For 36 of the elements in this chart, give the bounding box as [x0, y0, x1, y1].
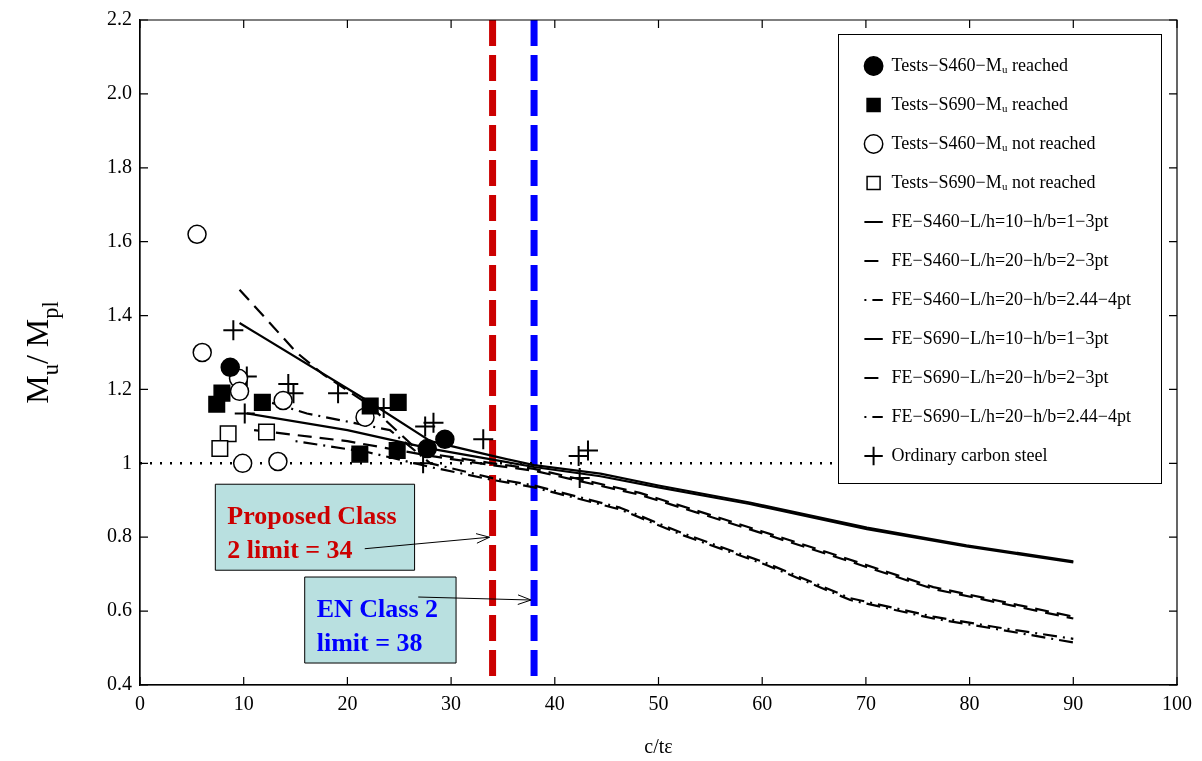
y-tick-label: 0.8	[107, 524, 132, 547]
y-tick-label: 2.0	[107, 81, 132, 104]
legend-label: FE−S460−L/h=20−h/b=2−3pt	[891, 249, 1109, 270]
x-tick-label: 10	[233, 692, 254, 715]
legend-label: FE−S460−L/h=20−h/b=2.44−4pt	[891, 288, 1132, 309]
x-tick-label: 30	[441, 692, 462, 715]
x-tick-label: 20	[337, 692, 358, 715]
y-tick-label: 0.6	[107, 598, 132, 621]
x-tick-label: 60	[752, 692, 773, 715]
y-axis-title: Mu/ Mpl	[19, 301, 63, 404]
y-tick-label: 1	[122, 450, 132, 473]
legend-label: Tests−S460−Mᵤ reached	[891, 54, 1068, 75]
legend-label: Tests−S690−Mᵤ not reached	[891, 171, 1096, 192]
x-tick-label: 50	[648, 692, 669, 715]
annotation: Proposed Class 2 limit = 34	[227, 501, 397, 565]
x-tick-label: 100	[1162, 692, 1192, 715]
x-tick-label: 70	[855, 692, 876, 715]
y-tick-label: 1.4	[107, 302, 132, 325]
legend-label: Ordinary carbon steel	[891, 444, 1048, 465]
x-axis-title: c/tε	[644, 735, 673, 757]
y-tick-label: 1.6	[107, 228, 132, 251]
legend-label: FE−S690−L/h=20−h/b=2.44−4pt	[891, 405, 1132, 426]
y-tick-label: 2.2	[107, 7, 132, 30]
legend-label: FE−S690−L/h=10−h/b=1−3pt	[891, 327, 1109, 348]
y-tick-label: 0.4	[107, 672, 132, 695]
legend-label: Tests−S460−Mᵤ not reached	[891, 132, 1096, 153]
y-tick-label: 1.8	[107, 155, 132, 178]
legend-label: FE−S460−L/h=10−h/b=1−3pt	[891, 210, 1109, 231]
x-tick-label: 0	[135, 692, 145, 715]
annotation: EN Class 2 limit = 38	[316, 594, 439, 658]
legend-label: FE−S690−L/h=20−h/b=2−3pt	[891, 366, 1109, 387]
y-tick-label: 1.2	[107, 376, 132, 399]
x-tick-label: 80	[959, 692, 980, 715]
x-tick-label: 40	[544, 692, 565, 715]
legend-label: Tests−S690−Mᵤ reached	[891, 93, 1068, 114]
x-tick-label: 90	[1063, 692, 1084, 715]
